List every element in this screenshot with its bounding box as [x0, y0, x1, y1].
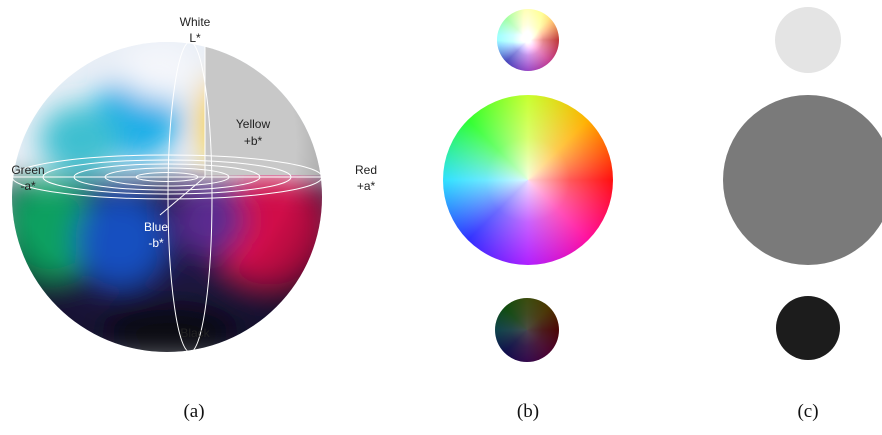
dark-hue-disc [495, 298, 559, 362]
light-hue-disc [497, 9, 559, 71]
label: Blue [143, 220, 169, 234]
grid-rings [11, 42, 323, 352]
dark-gray-disc [776, 296, 840, 360]
label: -a* [20, 179, 36, 193]
caption: (a) [183, 401, 205, 422]
label: +b* [243, 134, 263, 148]
caption: (c) [797, 401, 819, 422]
label: +a* [356, 179, 376, 193]
label: L* [189, 31, 201, 45]
mid-gray-disc [723, 95, 882, 265]
mid-hue-disc [443, 95, 613, 265]
label: Red [354, 163, 378, 177]
label: White [179, 15, 211, 29]
light-gray-disc [775, 7, 841, 73]
label: Green [11, 163, 45, 177]
caption: (b) [516, 401, 540, 422]
label: -b* [148, 236, 164, 250]
label: Black [180, 326, 210, 340]
label: Yellow [235, 117, 271, 131]
